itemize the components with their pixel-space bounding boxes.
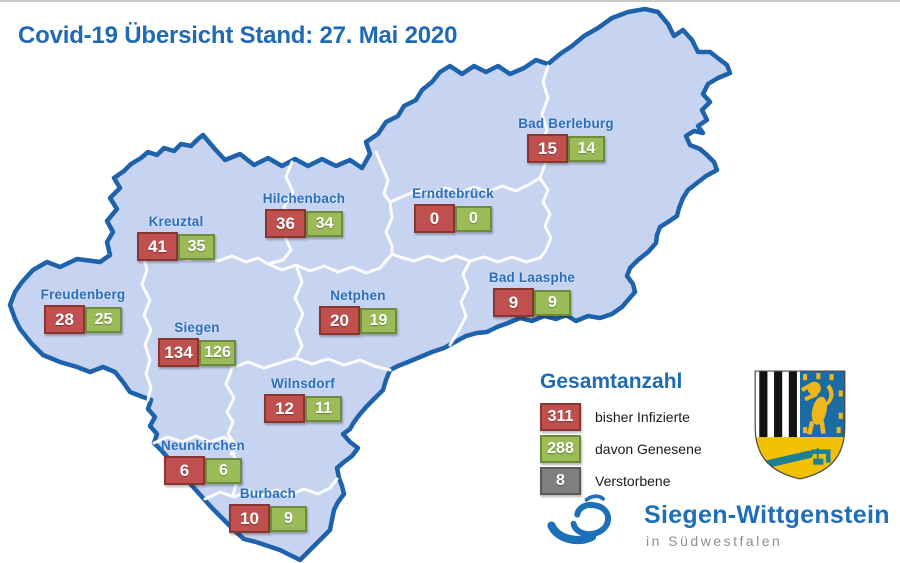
municipality-bad-berleburg: Bad Berleburg 15 14	[501, 116, 631, 163]
municipality-bad-laasphe: Bad Laasphe 9 9	[467, 270, 597, 317]
legend-label: davon Genesene	[595, 441, 702, 457]
shield-black-stripes	[759, 371, 797, 438]
recovered-badge: 19	[360, 307, 397, 334]
municipality-badges: 41 35	[137, 232, 215, 261]
logo-text: Siegen-Wittgenstein in Südwestfalen	[644, 501, 890, 550]
municipality-badges: 20 19	[319, 306, 397, 335]
recovered-badge: 14	[568, 135, 605, 162]
infected-badge: 0	[414, 204, 455, 233]
municipality-badges: 0 0	[414, 204, 492, 233]
legend-badge: 8	[540, 467, 581, 495]
recovered-badge: 11	[305, 395, 342, 422]
recovered-badge: 9	[534, 289, 571, 316]
municipality-freudenberg: Freudenberg 28 25	[18, 287, 148, 334]
municipality-netphen: Netphen 20 19	[293, 288, 423, 335]
recovered-badge: 34	[306, 210, 343, 237]
municipality-label: Freudenberg	[40, 287, 126, 302]
infected-badge: 6	[164, 456, 205, 485]
recovered-badge: 35	[178, 233, 215, 260]
municipality-badges: 28 25	[44, 305, 122, 334]
infected-badge: 12	[264, 394, 305, 423]
legend-title: Gesamtanzahl	[540, 370, 683, 393]
municipality-badges: 10 9	[229, 504, 307, 533]
municipality-label: Bad Laasphe	[488, 270, 576, 285]
recovered-badge: 0	[455, 205, 492, 232]
municipal-borders	[140, 64, 553, 501]
recovered-badge: 9	[270, 505, 307, 532]
municipality-label: Wilnsdorf	[271, 376, 335, 391]
municipality-label: Burbach	[239, 486, 297, 501]
infected-badge: 36	[265, 209, 306, 238]
municipality-badges: 9 9	[493, 288, 571, 317]
legend-item-red: 311 bisher Infizierte	[540, 403, 702, 431]
infected-badge: 28	[44, 305, 85, 334]
recovered-badge: 126	[199, 339, 236, 366]
legend-label: Verstorbene	[595, 473, 671, 489]
legend-badge: 288	[540, 435, 581, 463]
municipality-burbach: Burbach 10 9	[203, 486, 333, 533]
page-title: Covid-19 Übersicht Stand: 27. Mai 2020	[18, 22, 458, 49]
municipality-label: Netphen	[330, 288, 386, 303]
municipality-badges: 36 34	[265, 209, 343, 238]
municipality-hilchenbach: Hilchenbach 36 34	[239, 191, 369, 238]
infected-badge: 15	[527, 134, 568, 163]
infected-badge: 9	[493, 288, 534, 317]
lion-figure	[801, 373, 843, 435]
coat-of-arms	[754, 370, 846, 480]
recovered-badge: 6	[205, 457, 242, 484]
legend-badge: 311	[540, 403, 581, 431]
municipality-label: Siegen	[174, 320, 220, 335]
legend-item-green: 288 davon Genesene	[540, 435, 702, 463]
municipality-erndtebr-ck: Erndtebrück 0 0	[388, 186, 518, 233]
infected-badge: 134	[158, 338, 199, 367]
infected-badge: 20	[319, 306, 360, 335]
logo-swoosh-icon	[547, 494, 612, 544]
legend-item-gray: 8 Verstorbene	[540, 467, 702, 495]
municipality-label: Erndtebrück	[412, 186, 494, 201]
legend-label: bisher Infizierte	[595, 409, 690, 425]
municipality-wilnsdorf: Wilnsdorf 12 11	[238, 376, 368, 423]
municipality-label: Neunkirchen	[161, 438, 245, 453]
municipality-badges: 12 11	[264, 394, 342, 423]
shield-plow-figure	[763, 448, 831, 469]
logo-tagline: in Südwestfalen	[646, 533, 783, 549]
infected-badge: 10	[229, 504, 270, 533]
recovered-badge: 25	[85, 306, 122, 333]
municipality-label: Bad Berleburg	[518, 116, 614, 131]
municipality-neunkirchen: Neunkirchen 6 6	[138, 438, 268, 485]
infected-badge: 41	[137, 232, 178, 261]
municipality-badges: 6 6	[164, 456, 242, 485]
municipality-label: Kreuztal	[148, 214, 204, 229]
logo-name: Siegen-Wittgenstein	[644, 501, 890, 529]
legend-rows: 311 bisher Infizierte 288 davon Genesene…	[540, 403, 702, 495]
municipality-kreuztal: Kreuztal 41 35	[111, 214, 241, 261]
municipality-badges: 134 126	[158, 338, 236, 367]
municipality-label: Hilchenbach	[262, 191, 346, 206]
municipality-siegen: Siegen 134 126	[132, 320, 262, 367]
municipality-badges: 15 14	[527, 134, 605, 163]
legend: Gesamtanzahl 311 bisher Infizierte 288 d…	[540, 370, 702, 499]
district-logo: Siegen-Wittgenstein in Südwestfalen	[546, 494, 890, 549]
shield-outline	[754, 370, 846, 480]
